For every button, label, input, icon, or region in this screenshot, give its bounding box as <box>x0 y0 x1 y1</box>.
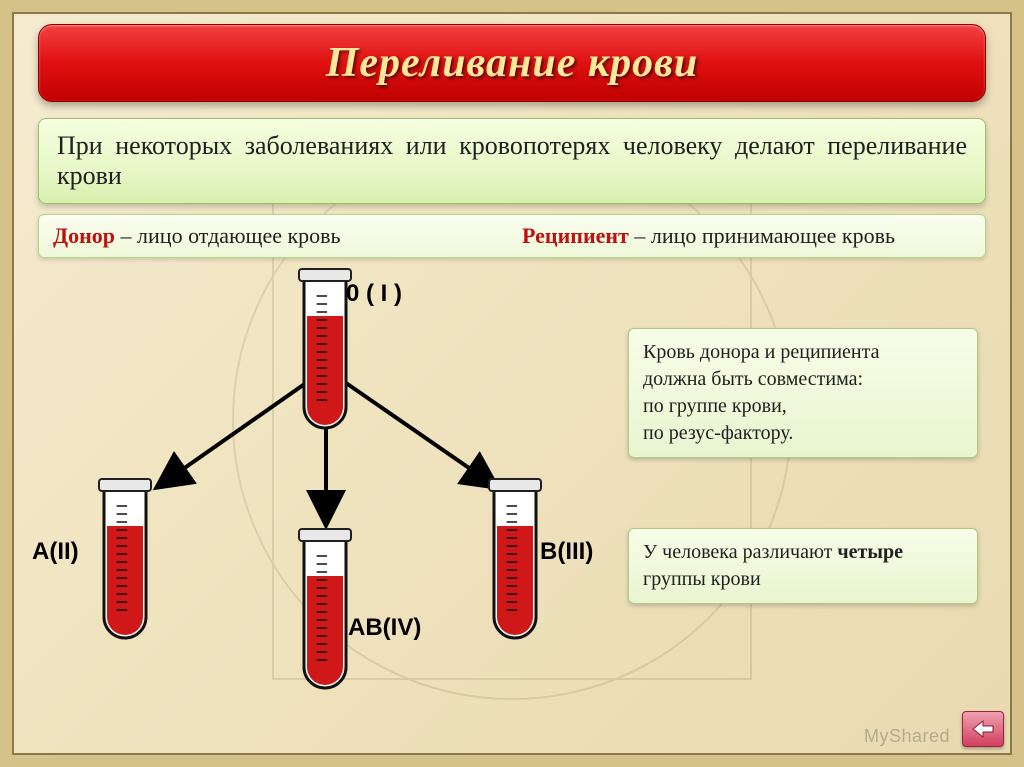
tube-group-b: B(III) <box>488 478 548 642</box>
compatibility-info-box: Кровь донора и реципиента должна быть со… <box>628 328 978 458</box>
tube-group-ab: AB(IV) <box>298 528 358 692</box>
title-banner: Переливание крови <box>38 24 986 102</box>
back-button[interactable] <box>962 711 1004 747</box>
intro-text: При некоторых заболеваниях или кровопоте… <box>38 118 986 204</box>
outer-frame: Переливание крови При некоторых заболева… <box>0 0 1024 767</box>
count-pre: У человека различают <box>643 541 837 563</box>
recipient-definition: Реципиент – лицо принимающее кровь <box>522 223 971 249</box>
compat-line1: Кровь донора и реципиента <box>643 339 963 366</box>
tube-group-a: A(II) <box>98 478 158 642</box>
arrow-left-icon <box>971 719 995 739</box>
compat-line3: по группе крови, <box>643 393 963 420</box>
donor-text: – лицо отдающее кровь <box>115 223 341 248</box>
compat-line2: должна быть совместима: <box>643 366 963 393</box>
count-bold: четыре <box>837 541 903 563</box>
tube-group-0: 0 ( I ) <box>298 268 358 432</box>
inner-frame: Переливание крови При некоторых заболева… <box>12 12 1012 755</box>
page-title: Переливание крови <box>59 39 965 87</box>
donor-definition: Донор – лицо отдающее кровь <box>53 223 502 249</box>
diagram-area: 0 ( I ) A(II) B(III) AB(IV) Кровь донора… <box>38 268 986 688</box>
watermark-text: MyShared <box>864 726 950 747</box>
recipient-term: Реципиент <box>522 223 629 248</box>
compat-line4: по резус-фактору. <box>643 420 963 447</box>
recipient-text: – лицо принимающее кровь <box>629 223 895 248</box>
count-post: группы крови <box>643 568 761 590</box>
groups-count-info-box: У человека различают четыре группы крови <box>628 528 978 604</box>
definitions-row: Донор – лицо отдающее кровь Реципиент – … <box>38 214 986 258</box>
donor-term: Донор <box>53 223 115 248</box>
